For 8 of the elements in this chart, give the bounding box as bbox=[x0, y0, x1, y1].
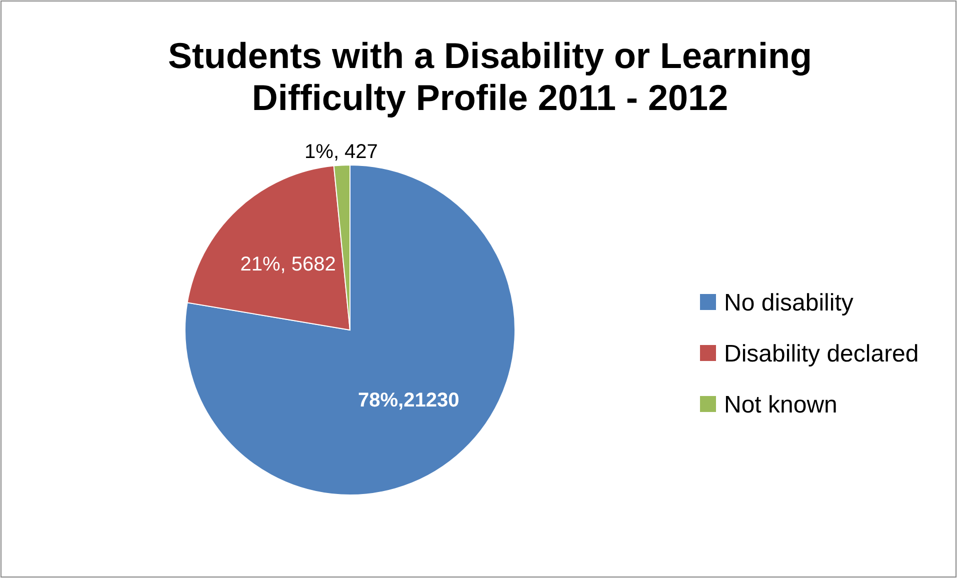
legend-label: Disability declared bbox=[724, 340, 919, 368]
pie-slice bbox=[184, 164, 516, 496]
data-label: 1%, 427 bbox=[304, 141, 378, 164]
data-label: 21%, 5682 bbox=[240, 254, 336, 276]
chart-title: Students with a Disability or Learning Difficulty Profile 2011 - 2012 bbox=[168, 35, 812, 118]
legend-label: No disability bbox=[724, 289, 854, 316]
data-label: 78%,21230 bbox=[358, 389, 460, 412]
legend-label: Not known bbox=[724, 391, 838, 418]
